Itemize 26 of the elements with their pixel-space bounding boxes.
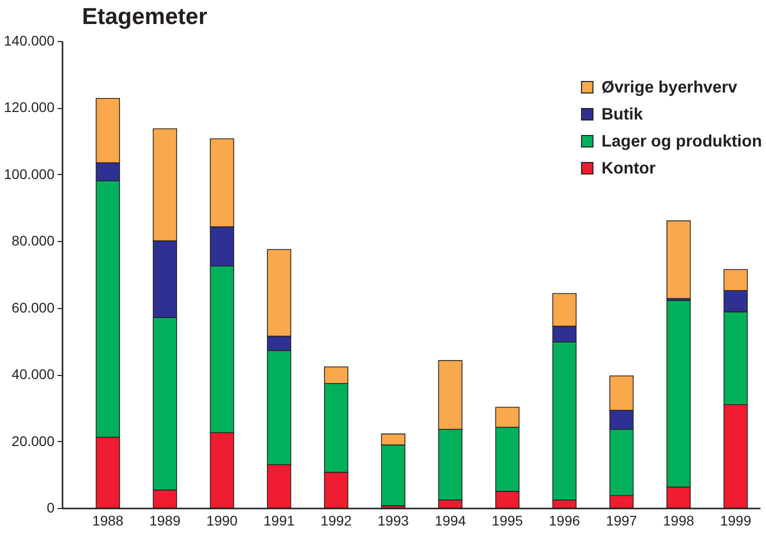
x-tick-label: 1988 <box>92 512 124 528</box>
y-tick-label: 20.000 <box>12 432 55 449</box>
x-tick-label: 1993 <box>378 512 410 528</box>
x-tick-label: 1992 <box>320 512 352 528</box>
y-tick-label: 0 <box>46 500 55 516</box>
chart-title: Etagemeter <box>82 3 208 29</box>
x-tick-label: 1996 <box>548 512 580 528</box>
x-tick-label: 1995 <box>492 512 524 528</box>
legend-label: Kontor <box>602 159 656 178</box>
x-tick-label: 1997 <box>606 512 638 528</box>
x-tick-label: 1989 <box>149 512 181 528</box>
y-tick-label: 80.000 <box>12 232 55 249</box>
x-tick-label: 1994 <box>434 512 466 528</box>
y-tick-label: 140.000 <box>4 32 55 48</box>
y-tick-label: 60.000 <box>12 299 55 316</box>
bar <box>666 220 691 299</box>
x-tick-label: 1998 <box>663 512 694 528</box>
x-tick-label: 1999 <box>720 512 752 528</box>
y-tick-label: 120.000 <box>4 99 55 116</box>
y-tick-label: 40.000 <box>12 366 55 382</box>
legend-label: Lager og produktion <box>602 132 762 150</box>
x-tick-label: 1991 <box>264 512 295 528</box>
x-tick-label: 1990 <box>206 512 238 528</box>
y-tick-label: 100.000 <box>4 166 55 182</box>
legend-label: Øvrige byerhverv <box>602 78 738 96</box>
legend-label: Butik <box>602 105 644 124</box>
